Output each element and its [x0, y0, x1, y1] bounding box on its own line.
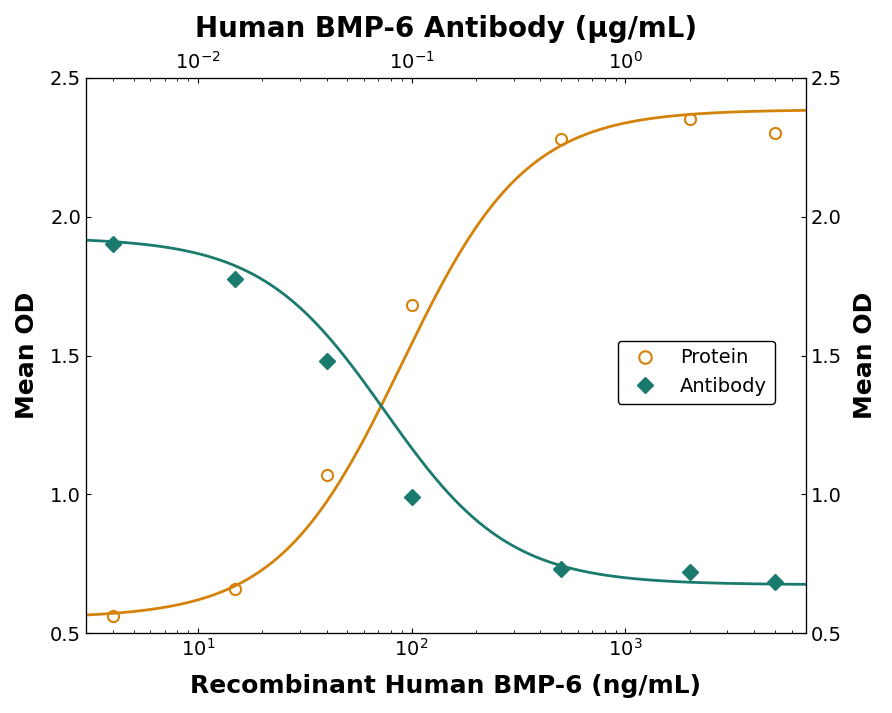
- Y-axis label: Mean OD: Mean OD: [853, 292, 877, 419]
- Y-axis label: Mean OD: Mean OD: [15, 292, 39, 419]
- X-axis label: Human BMP-6 Antibody (μg/mL): Human BMP-6 Antibody (μg/mL): [195, 15, 697, 43]
- Legend: Protein, Antibody: Protein, Antibody: [617, 341, 774, 404]
- X-axis label: Recombinant Human BMP-6 (ng/mL): Recombinant Human BMP-6 (ng/mL): [191, 674, 701, 698]
